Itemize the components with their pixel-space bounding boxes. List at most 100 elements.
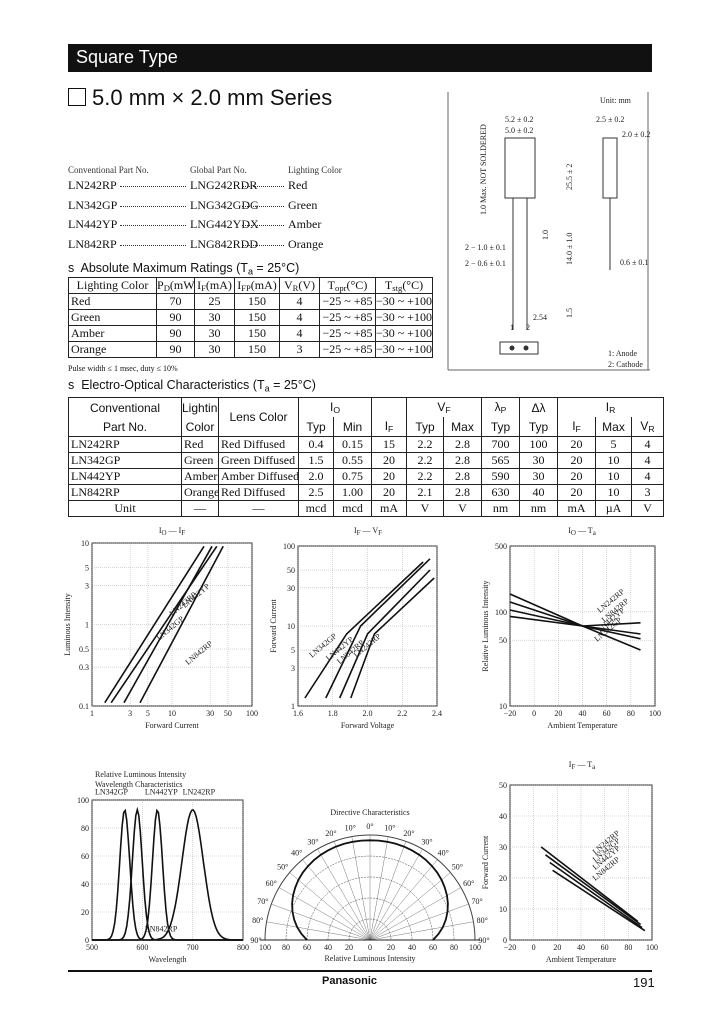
header-cell: Min <box>333 417 372 437</box>
x-axis-label: Ambient Temperature <box>546 955 617 964</box>
text: I <box>569 760 572 769</box>
cell: 5 <box>595 436 633 453</box>
x-tick-label: 0 <box>532 709 536 718</box>
header-cell: IR <box>557 397 665 417</box>
y-tick-label: 10 <box>499 905 507 914</box>
cell: 20 <box>557 452 597 469</box>
x-tick-label: 50 <box>224 709 232 718</box>
y-tick-label: 30 <box>499 843 507 852</box>
angle-label: 50° <box>452 863 463 872</box>
x-tick-label: 30 <box>206 709 214 718</box>
cell: Red <box>181 436 219 453</box>
text: Typ <box>528 419 549 434</box>
cell: Red Diffused <box>218 436 299 453</box>
cell: 4 <box>631 468 665 485</box>
header-cell: Max <box>595 417 633 437</box>
pin-legend: 2: Cathode <box>608 360 643 369</box>
y-tick-label: 40 <box>499 812 507 821</box>
cell: Red <box>68 293 157 311</box>
cell: Green <box>68 309 157 327</box>
cell: 3 <box>279 341 320 359</box>
cell: Orange <box>68 341 157 359</box>
column-header: Global Part No. <box>190 165 247 175</box>
text: I <box>384 418 389 433</box>
header-cell: Color <box>181 417 219 437</box>
subscript: a <box>592 763 596 771</box>
y-tick-label: 10 <box>287 622 295 631</box>
y-tick-label: 1 <box>85 621 89 630</box>
angle-label: 80° <box>252 916 263 925</box>
header-cell: Max <box>442 417 483 437</box>
x-tick-label: 100 <box>259 943 271 952</box>
curve <box>338 569 431 699</box>
y-tick-label: 100 <box>77 796 89 805</box>
pattern-curve <box>291 839 449 941</box>
cell: V <box>406 500 444 517</box>
angle-label: 60° <box>463 879 474 888</box>
text: V <box>640 418 649 433</box>
graph-title: Relative Luminous Intensity <box>95 770 186 779</box>
row: Amber 90 30 150 4 −25 ~ +85 −30 ~ +100 <box>68 325 433 343</box>
polar-ring <box>348 918 392 941</box>
curve-label: LN442YP <box>145 787 178 796</box>
cell: nm <box>481 500 521 517</box>
header-cell: Typ <box>481 417 521 437</box>
y-tick-label: 80 <box>81 824 89 833</box>
cell: 2.8 <box>442 452 483 469</box>
cell: 150 <box>234 293 280 311</box>
y-tick-label: 50 <box>499 636 507 645</box>
text: Absolute Maximum Ratings (T <box>80 261 248 275</box>
graph-title: IO — Ta <box>568 526 596 537</box>
curve <box>549 861 643 929</box>
x-tick-label: 20 <box>553 943 561 952</box>
cell: 150 <box>234 325 280 343</box>
leader <box>242 186 284 187</box>
cell: 565 <box>481 452 521 469</box>
x-axis-label: Forward Voltage <box>341 721 395 730</box>
dimension: 2 − 1.0 ± 0.1 <box>465 243 506 252</box>
text: Part No. <box>102 419 147 434</box>
subscript: opr <box>335 283 347 294</box>
angle-label: 10° <box>384 824 395 833</box>
header-cell: VR(V) <box>279 276 320 295</box>
text: — T <box>575 760 592 769</box>
polar-ring <box>306 876 434 941</box>
cell: 4 <box>279 309 320 327</box>
text: — I <box>167 526 182 535</box>
cell: 30 <box>194 341 235 359</box>
cell: 1.5 <box>298 452 334 469</box>
cell: 630 <box>481 484 521 501</box>
subscript: a <box>264 383 270 394</box>
cell: 30 <box>194 325 235 343</box>
y-tick-label: 20 <box>81 908 89 917</box>
subscript: R <box>609 405 616 416</box>
header-cell: PD(mW) <box>156 276 195 295</box>
curve-label: LN342GP <box>95 787 128 796</box>
curve <box>325 558 431 699</box>
dimension: 2.0 ± 0.2 <box>622 130 650 139</box>
x-tick-label: 60 <box>603 709 611 718</box>
curve <box>110 545 218 704</box>
text: (V) <box>298 278 316 292</box>
leader <box>120 205 186 207</box>
cell: −30 ~ +100 <box>375 341 433 359</box>
polar-spoke <box>278 887 371 941</box>
graph-title: IF — Ta <box>569 760 596 771</box>
cell: Amber Diffused <box>218 468 299 485</box>
series-title: 5.0 mm × 2.0 mm Series <box>68 85 332 111</box>
electro-optical-table: ConventionalLightingLens ColorIOVFλPΔλIR… <box>68 397 665 517</box>
x-tick-label: 80 <box>624 943 632 952</box>
x-tick-label: 600 <box>136 943 148 952</box>
text: I <box>572 418 576 433</box>
text: V <box>437 399 446 414</box>
header-cell: Typ <box>519 417 559 437</box>
table-note: Pulse width ≤ 1 msec, duty ≤ 10% <box>68 364 178 373</box>
x-tick-label: −20 <box>504 709 517 718</box>
header-cell: VR <box>631 417 665 437</box>
text: T <box>384 278 393 292</box>
curve-label: LN842RP <box>184 639 215 667</box>
x-tick-label: 60 <box>601 943 609 952</box>
cell: 20 <box>371 452 407 469</box>
x-tick-label: 700 <box>187 943 199 952</box>
